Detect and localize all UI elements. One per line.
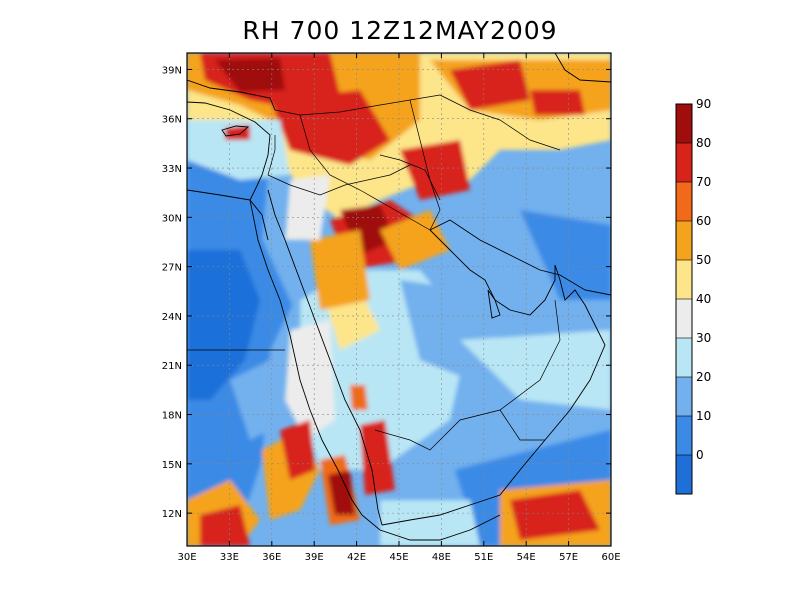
colorbar-swatch (676, 338, 692, 377)
colorbar-label: 0 (696, 448, 704, 462)
colorbar-swatch (676, 143, 692, 182)
lat-tick-label: 36N (162, 115, 182, 126)
colorbar-swatch (676, 299, 692, 338)
lon-tick-label: 39E (305, 552, 324, 563)
map-title: RH 700 12Z12MAY2009 (242, 16, 558, 45)
lat-tick-label: 33N (162, 164, 182, 175)
map-gridlines (187, 53, 611, 546)
colorbar-label: 80 (696, 136, 711, 150)
lat-tick-label: 24N (162, 312, 182, 323)
lat-tick-label: 12N (162, 509, 182, 520)
colorbar-label: 40 (696, 292, 711, 306)
lon-tick-label: 30E (177, 552, 196, 563)
coastlines-and-borders (187, 53, 611, 541)
longitude-axis: 30E 33E 36E 39E 42E 45E 48E 51E 54E 57E 60E (177, 53, 621, 563)
colorbar-swatch (676, 104, 692, 143)
colorbar-label: 70 (696, 175, 711, 189)
colorbar-swatch (676, 455, 692, 494)
lon-tick-label: 36E (262, 552, 281, 563)
lon-tick-label: 51E (474, 552, 493, 563)
colorbar-swatch (676, 260, 692, 299)
lon-tick-label: 33E (220, 552, 239, 563)
lat-tick-label: 21N (162, 361, 182, 372)
colorbar-label: 60 (696, 214, 711, 228)
lat-tick-label: 18N (162, 411, 182, 422)
lon-tick-label: 60E (601, 552, 620, 563)
lon-tick-label: 48E (432, 552, 451, 563)
lon-tick-label: 42E (347, 552, 366, 563)
colorbar-swatch (676, 377, 692, 416)
colorbar-swatch (676, 416, 692, 455)
colorbar-label: 20 (696, 370, 711, 384)
colorbar-label: 90 (696, 97, 711, 111)
lon-tick-label: 54E (517, 552, 536, 563)
colorbar-label: 50 (696, 253, 711, 267)
lat-tick-label: 27N (162, 263, 182, 274)
lat-tick-label: 39N (162, 65, 182, 76)
colorbar-swatch (676, 221, 692, 260)
lat-tick-label: 15N (162, 460, 182, 471)
colorbar-swatch (676, 182, 692, 221)
colorbar-label: 30 (696, 331, 711, 345)
colorbar-label: 10 (696, 409, 711, 423)
latitude-axis: 12N 15N 18N 21N 24N 27N 30N 33N 36N 39N (162, 65, 611, 520)
lat-tick-label: 30N (162, 213, 182, 224)
lon-tick-label: 57E (559, 552, 578, 563)
lon-tick-label: 45E (389, 552, 408, 563)
colorbar-legend: 0 10 20 30 40 50 60 70 80 90 (675, 97, 711, 495)
